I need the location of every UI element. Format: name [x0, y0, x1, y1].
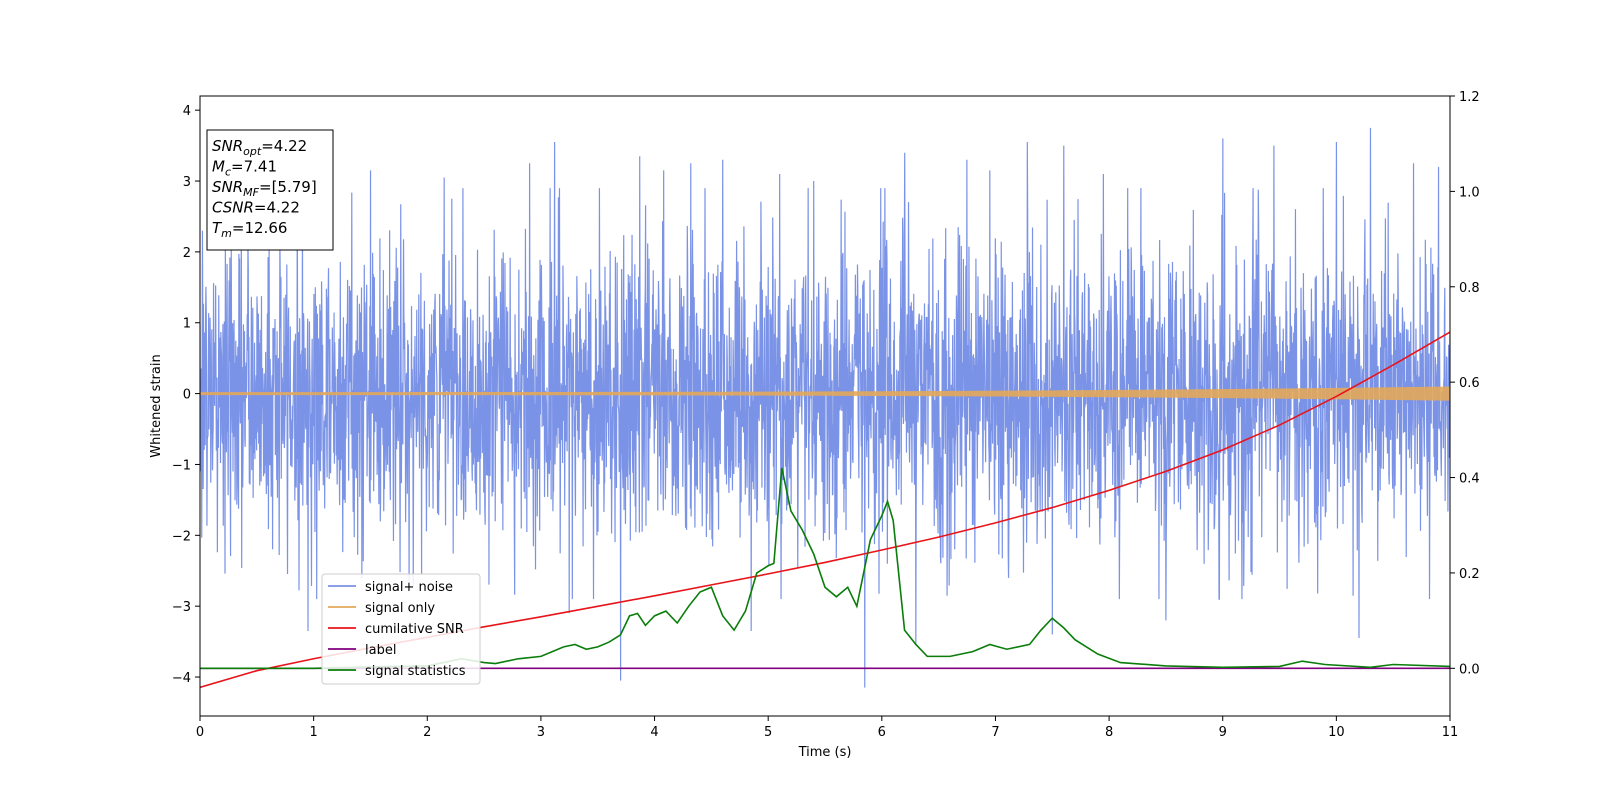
y-axis-label: Whitened strain [149, 354, 164, 457]
y2-tick-label: 1.0 [1459, 185, 1480, 200]
annotation-line: SNRMF=[5.79] [212, 178, 317, 199]
y-tick-label: 1 [183, 317, 191, 332]
parameter-annotation-box: SNRopt=4.22Mc=7.41SNRMF=[5.79]CSNR=4.22T… [206, 129, 334, 251]
x-tick-label: 4 [650, 725, 658, 740]
annotation-value: =4.22 [254, 199, 300, 217]
annotation-symbol: SNR [212, 178, 243, 196]
series-signal-only [200, 386, 1450, 401]
ticks-layer: 0 1 2 3 4 5 6 7 8 9 10 1143210−1−2−3−41.21.00.80.60… [172, 90, 1480, 740]
annotation-line: Tm=12.66 [212, 219, 287, 240]
series-signal-noise [200, 127, 1450, 688]
y2-tick-label: 0.6 [1459, 376, 1480, 391]
annotation-line: Mc=7.41 [212, 158, 277, 179]
legend-entry-label: signal statistics [365, 664, 466, 679]
annotation-subscript: c [225, 166, 231, 179]
annotation-subscript: m [221, 227, 232, 240]
x-tick-label: 11 [1442, 725, 1459, 740]
x-tick-label: 9 [1219, 725, 1227, 740]
series-signal-statistics [200, 467, 1450, 670]
x-tick-label: 7 [991, 725, 999, 740]
x-tick-label: 8 [1105, 725, 1113, 740]
x-tick-label: 10 [1328, 725, 1345, 740]
y-tick-label: 4 [183, 104, 191, 119]
y-tick-label: −2 [172, 529, 191, 544]
annotation-value: =7.41 [231, 158, 277, 176]
annotation-symbol: M [212, 158, 225, 176]
y-tick-label: −1 [172, 458, 191, 473]
x-tick-label: 1 [309, 725, 317, 740]
annotation-symbol: SNR [212, 137, 243, 155]
y2-tick-label: 1.2 [1459, 90, 1480, 105]
y-tick-label: 0 [183, 388, 191, 403]
x-tick-label: 6 [878, 725, 886, 740]
y-tick-label: −3 [172, 600, 191, 615]
legend-entry-label: signal+ noise [365, 580, 453, 595]
x-tick-label: 3 [537, 725, 545, 740]
legend-entry-label: cumilative SNR [365, 622, 464, 637]
annotation-symbol: T [212, 219, 223, 237]
annotation-value: =[5.79] [259, 178, 317, 196]
annotation-line: SNRopt=4.22 [212, 137, 307, 158]
y2-tick-label: 0.2 [1459, 567, 1480, 582]
legend-frame [321, 573, 481, 685]
plot-frame [199, 95, 1451, 717]
y2-tick-label: 0.4 [1459, 472, 1480, 487]
y2-tick-label: 0.8 [1459, 281, 1480, 296]
annotation-frame [206, 129, 334, 251]
x-tick-label: 5 [764, 725, 772, 740]
annotation-line: CSNR=4.22 [212, 199, 300, 217]
y-tick-label: 2 [183, 246, 191, 261]
x-tick-label: 2 [423, 725, 431, 740]
annotation-symbol: CSNR [212, 199, 254, 217]
legend: signal+ noise signal only cumilative SNR la… [321, 573, 481, 685]
y-tick-label: 3 [183, 175, 191, 190]
y2-tick-label: 0.0 [1459, 662, 1480, 677]
annotation-subscript: opt [243, 145, 262, 158]
x-axis-label: Time (s) [798, 745, 852, 760]
legend-entries: signal+ noise signal only cumilative SNR la… [328, 580, 466, 679]
legend-entry-label: signal only [365, 601, 435, 616]
annotation-subscript: MF [243, 186, 259, 199]
x-tick-label: 0 [196, 725, 204, 740]
annotation-value: =4.22 [261, 137, 307, 155]
y-tick-label: −4 [172, 671, 191, 686]
annotation-lines: SNRopt=4.22Mc=7.41SNRMF=[5.79]CSNR=4.22T… [212, 137, 317, 240]
annotation-value: =12.66 [232, 219, 288, 237]
legend-entry-label: label [365, 643, 396, 658]
